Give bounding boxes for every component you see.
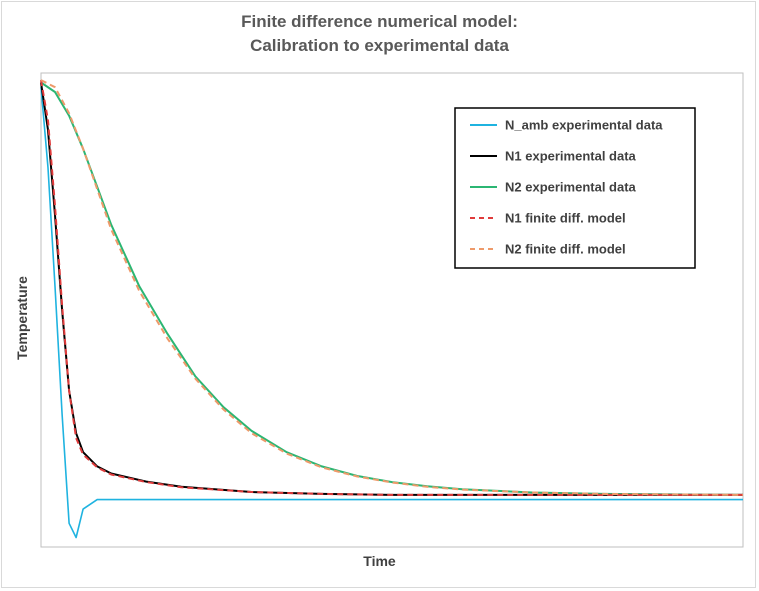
legend-label-n2-experimental-data: N2 experimental data (505, 180, 637, 195)
legend-label-n-amb-experimental-data: N_amb experimental data (505, 118, 663, 133)
legend: N_amb experimental data N1 experimental d… (454, 107, 696, 269)
series-line-n2-experimental-data (40, 81, 744, 496)
legend-label-n1-experimental-data: N1 experimental data (505, 149, 637, 164)
chart-title: Finite difference numerical model: (241, 12, 518, 31)
series-layer (40, 79, 744, 539)
series-line-n-amb-experimental-data (40, 87, 743, 539)
x-axis-label: Time (363, 553, 396, 569)
chart-subtitle: Calibration to experimental data (250, 36, 509, 55)
legend-label-n2-finite-diff-model: N2 finite diff. model (505, 242, 626, 257)
series-line-n1-finite-diff-model (40, 79, 743, 496)
legend-label-n1-finite-diff-model: N1 finite diff. model (505, 211, 626, 226)
plot-area-border (40, 72, 744, 548)
